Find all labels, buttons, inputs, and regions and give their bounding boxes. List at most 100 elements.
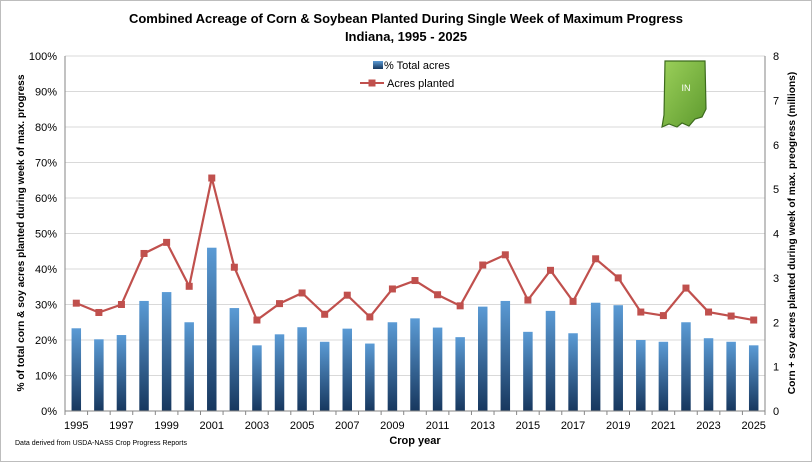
right-axis-ticks: 0 1 2 3 4 5 6 7 8: [773, 51, 779, 418]
x-tick-label: 2011: [426, 420, 450, 432]
bar: [252, 345, 262, 411]
line-marker: [72, 299, 80, 307]
x-tick-label: 2019: [606, 420, 630, 432]
y-axis-label-right: Corn + soy acres planted during week of …: [787, 72, 798, 394]
right-tick-label: 0: [773, 406, 779, 418]
left-tick-label: 40%: [35, 264, 57, 276]
state-label: IN: [682, 83, 691, 93]
left-tick-label: 100%: [29, 51, 57, 63]
x-tick-label: 2017: [561, 420, 585, 432]
x-tick-label: 2007: [335, 420, 359, 432]
bar: [613, 305, 623, 411]
bar: [207, 247, 217, 411]
line-marker: [208, 174, 216, 182]
chart-subtitle: Indiana, 1995 - 2025: [345, 29, 467, 44]
x-tick-label: 2021: [651, 420, 675, 432]
bar: [274, 334, 285, 411]
acres-line: [75, 177, 754, 322]
line-marker: [614, 274, 622, 282]
left-tick-label: 70%: [35, 158, 57, 170]
bar: [636, 340, 646, 411]
bar: [365, 343, 375, 411]
line-marker: [637, 308, 645, 316]
bar: [387, 322, 398, 411]
line-marker: [682, 284, 690, 292]
line-series: [72, 174, 758, 324]
x-tick-label: 2015: [516, 420, 540, 432]
bar: [71, 328, 82, 411]
line-marker: [479, 261, 487, 269]
left-axis-ticks: 0% 10% 20% 30% 40% 50% 60% 70% 80% 90% 100%: [29, 51, 57, 418]
right-tick-label: 8: [773, 51, 779, 63]
bar: [568, 333, 578, 411]
bar: [319, 341, 330, 411]
x-tick-label: 2025: [741, 420, 765, 432]
x-tick-label: 2005: [290, 420, 314, 432]
left-tick-label: 90%: [35, 87, 57, 99]
bar: [161, 292, 172, 411]
x-tick-label: 2003: [245, 420, 269, 432]
bar: [500, 300, 511, 411]
right-tick-label: 3: [773, 273, 779, 285]
line-marker: [411, 277, 419, 285]
line-marker: [321, 310, 329, 318]
line-marker: [659, 312, 667, 320]
line-marker: [434, 291, 442, 299]
right-tick-label: 5: [773, 184, 779, 196]
bar: [184, 322, 194, 411]
chart-title: Combined Acreage of Corn & Soybean Plant…: [129, 11, 683, 26]
x-tick-label: 2009: [380, 420, 404, 432]
bar: [681, 322, 691, 411]
bar: [658, 341, 669, 411]
line-marker: [388, 285, 396, 293]
x-axis-label: Crop year: [389, 435, 441, 447]
legend-line-marker: [368, 79, 376, 87]
left-tick-label: 10%: [35, 371, 57, 383]
legend-bar-swatch: [373, 61, 383, 69]
left-tick-label: 30%: [35, 300, 57, 312]
right-tick-label: 4: [773, 229, 779, 241]
line-marker: [524, 296, 532, 304]
bar: [94, 339, 104, 411]
line-marker: [253, 316, 261, 324]
bar: [455, 337, 465, 411]
indiana-map-icon: IN: [661, 60, 707, 128]
right-tick-label: 7: [773, 95, 779, 107]
line-marker: [501, 251, 509, 259]
legend-line-label: Acres planted: [387, 78, 454, 90]
line-marker: [140, 249, 148, 257]
x-tick-label: 1999: [154, 420, 178, 432]
bar: [478, 306, 488, 411]
x-tick-label: 2001: [200, 420, 224, 432]
bar: [523, 331, 533, 411]
bar: [139, 300, 149, 411]
line-marker: [366, 313, 374, 321]
bar: [342, 328, 352, 411]
line-marker: [276, 300, 284, 308]
line-marker: [727, 312, 735, 320]
line-marker: [546, 266, 554, 274]
x-tick-label: 2023: [696, 420, 720, 432]
line-marker: [705, 308, 713, 316]
left-tick-label: 50%: [35, 229, 57, 241]
right-tick-label: 1: [773, 362, 779, 374]
right-tick-label: 2: [773, 317, 779, 329]
left-tick-label: 0%: [41, 406, 57, 418]
y-axis-label-left: % of total corn & soy acres planted duri…: [16, 74, 27, 391]
line-marker: [185, 282, 193, 290]
left-tick-label: 60%: [35, 193, 57, 205]
line-marker: [117, 301, 125, 308]
bar: [410, 318, 420, 411]
line-marker: [569, 297, 577, 305]
line-marker: [343, 291, 351, 299]
left-tick-label: 20%: [35, 335, 57, 347]
legend-bar-label: % Total acres: [384, 60, 450, 72]
x-tick-label: 1997: [109, 420, 133, 432]
bar: [229, 308, 240, 411]
x-tick-label: 2013: [470, 420, 494, 432]
line-marker: [230, 263, 238, 271]
bar: [297, 327, 307, 411]
line-marker: [163, 238, 171, 246]
